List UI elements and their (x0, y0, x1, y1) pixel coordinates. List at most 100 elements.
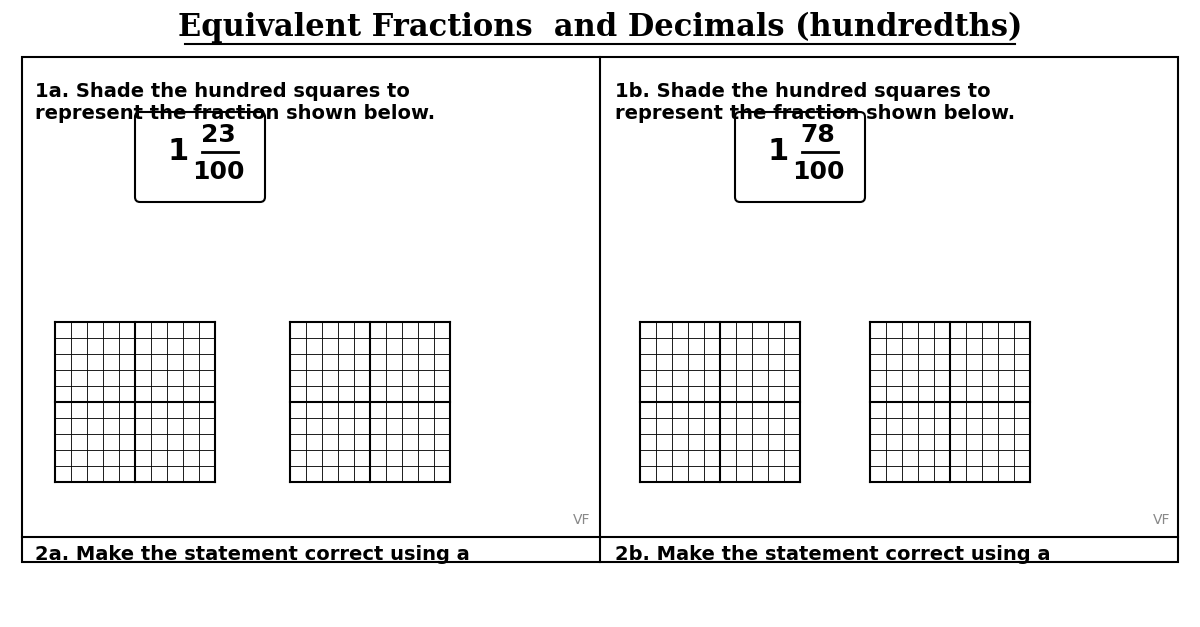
Bar (982, 370, 998, 386)
Bar (290, 402, 306, 418)
Bar (672, 434, 688, 450)
Bar (640, 370, 656, 386)
Bar (167, 354, 182, 370)
Bar (386, 338, 402, 354)
Bar (870, 386, 886, 402)
Bar (1014, 354, 1030, 370)
Bar (688, 402, 704, 418)
Bar (55, 370, 71, 386)
Bar (338, 338, 354, 354)
Bar (151, 322, 167, 338)
Bar (934, 434, 950, 450)
Bar (950, 450, 966, 466)
Bar (966, 322, 982, 338)
Bar (354, 338, 370, 354)
Bar (306, 450, 322, 466)
Bar (151, 402, 167, 418)
Bar (402, 450, 418, 466)
Bar (418, 434, 434, 450)
Bar (784, 338, 800, 354)
Bar (119, 466, 134, 482)
Bar (736, 418, 752, 434)
Bar (870, 402, 886, 418)
Bar (306, 466, 322, 482)
Bar (1014, 402, 1030, 418)
Bar (902, 466, 918, 482)
Bar (290, 322, 306, 338)
Bar (720, 370, 736, 386)
Bar (199, 466, 215, 482)
Bar (902, 434, 918, 450)
Bar (982, 338, 998, 354)
Bar (71, 434, 88, 450)
Text: VF: VF (572, 513, 590, 527)
Bar (768, 402, 784, 418)
Bar (998, 354, 1014, 370)
Bar (704, 466, 720, 482)
Bar (306, 402, 322, 418)
Bar (902, 450, 918, 466)
Bar (886, 402, 902, 418)
Bar (784, 386, 800, 402)
Bar (418, 386, 434, 402)
Bar (386, 370, 402, 386)
Bar (886, 386, 902, 402)
Bar (322, 354, 338, 370)
Bar (103, 418, 119, 434)
Bar (354, 434, 370, 450)
Bar (998, 338, 1014, 354)
Bar (354, 418, 370, 434)
Bar (434, 434, 450, 450)
Bar (103, 402, 119, 418)
Bar (88, 402, 103, 418)
Bar (370, 450, 386, 466)
Bar (768, 466, 784, 482)
Bar (982, 402, 998, 418)
Text: 100: 100 (192, 160, 245, 184)
Bar (134, 338, 151, 354)
Bar (290, 370, 306, 386)
Bar (88, 466, 103, 482)
Bar (1014, 466, 1030, 482)
Bar (998, 466, 1014, 482)
Bar (966, 434, 982, 450)
Bar (736, 450, 752, 466)
Bar (918, 338, 934, 354)
Bar (386, 322, 402, 338)
Bar (998, 322, 1014, 338)
Bar (338, 370, 354, 386)
Bar (306, 386, 322, 402)
Bar (704, 354, 720, 370)
Bar (784, 354, 800, 370)
Bar (768, 434, 784, 450)
Bar (720, 386, 736, 402)
Bar (199, 418, 215, 434)
Bar (386, 466, 402, 482)
Text: 100: 100 (792, 160, 845, 184)
Bar (704, 418, 720, 434)
Text: VF: VF (1152, 513, 1170, 527)
Bar (918, 386, 934, 402)
Bar (704, 338, 720, 354)
Bar (704, 434, 720, 450)
Bar (966, 450, 982, 466)
Bar (672, 418, 688, 434)
Bar (103, 434, 119, 450)
Bar (370, 338, 386, 354)
Bar (306, 338, 322, 354)
Bar (720, 450, 736, 466)
Bar (656, 386, 672, 402)
Bar (386, 402, 402, 418)
Bar (322, 402, 338, 418)
Bar (784, 450, 800, 466)
Bar (71, 418, 88, 434)
Bar (290, 434, 306, 450)
Bar (768, 450, 784, 466)
Bar (418, 418, 434, 434)
Bar (720, 466, 736, 482)
Bar (640, 418, 656, 434)
Text: 1b. Shade the hundred squares to
represent the fraction shown below.: 1b. Shade the hundred squares to represe… (616, 82, 1015, 123)
Bar (998, 450, 1014, 466)
Text: 2a. Make the statement correct using a: 2a. Make the statement correct using a (35, 545, 469, 564)
Bar (402, 338, 418, 354)
